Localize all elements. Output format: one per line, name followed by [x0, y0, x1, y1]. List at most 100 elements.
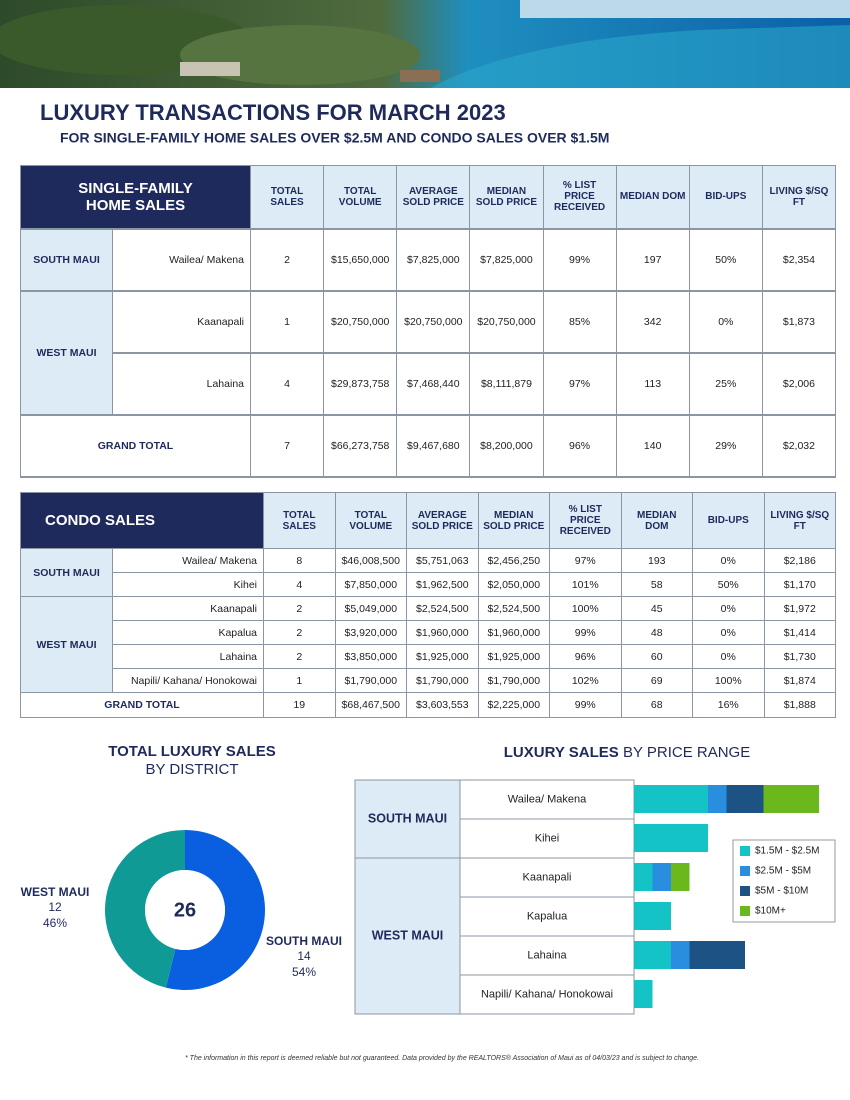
header-row: CONDO SALES TOTAL SALES TOTAL VOLUME AVERAG…: [19, 492, 837, 549]
column-header: LIVING $/SQ FT: [763, 492, 837, 549]
table-title: SINGLE-FAMILY HOME SALES: [20, 165, 251, 229]
data-cell: 50%: [688, 227, 763, 292]
area-label: Napili/ Kahana/ Honokowai: [481, 988, 613, 1000]
data-cell: $20,750,000: [396, 289, 471, 354]
data-cell: 97%: [542, 351, 617, 416]
page-title: LUXURY TRANSACTIONS FOR MARCH 2023: [40, 100, 506, 125]
total-label: GRAND TOTAL: [19, 692, 265, 718]
data-cell: 0%: [688, 289, 763, 354]
region-cell: SOUTH MAUI: [20, 548, 113, 597]
bar-segment: [689, 941, 745, 969]
data-row: Kapalua 2 $3,920,000 $1,960,000 $1,960,000 99…: [21, 620, 837, 645]
bar-title: LUXURY SALES BY PRICE RANGE: [504, 744, 750, 761]
data-cell: $1,925,000: [477, 644, 551, 669]
column-header: AVERAGE SOLD PRICE: [396, 165, 471, 229]
data-cell: 100%: [692, 668, 765, 693]
data-cell: 45: [620, 596, 694, 621]
data-cell: $7,825,000: [396, 227, 471, 292]
column-header: MEDIAN SOLD PRICE: [469, 165, 544, 229]
area-cell: Wailea/ Makena: [111, 548, 265, 573]
district-percent: 46%: [43, 916, 67, 930]
legend-label: $2.5M - $5M: [755, 866, 811, 877]
data-cell: 99%: [542, 227, 617, 292]
region-cell: SOUTH MAUI: [20, 227, 113, 292]
district-percent: 54%: [292, 965, 316, 979]
data-cell: $8,111,879: [469, 351, 544, 416]
data-cell: 101%: [549, 572, 622, 597]
column-header: AVERAGE SOLD PRICE: [406, 492, 479, 549]
data-cell: 0%: [692, 548, 765, 573]
legend-label: $1.5M - $2.5M: [755, 846, 819, 857]
area-cell: Lahaina: [111, 644, 265, 669]
data-cell: $7,468,440: [396, 351, 471, 416]
bar-segment: [634, 980, 653, 1008]
data-table: SINGLE-FAMILY HOME SALES TOTAL SALES TOTAL…: [20, 165, 837, 478]
data-cell: 60: [620, 644, 694, 669]
data-table: CONDO SALES TOTAL SALES TOTAL VOLUME AVERAG…: [19, 492, 837, 718]
total-cell: $68,467,500: [334, 692, 408, 718]
district-count: 14: [297, 949, 311, 963]
column-header: % LIST PRICE RECEIVED: [549, 492, 622, 549]
data-cell: $20,750,000: [469, 289, 544, 354]
data-row: SOUTH MAUI Wailea/ Makena 2 $15,650,000 $7,8…: [20, 227, 837, 292]
legend-label: $10M+: [755, 906, 786, 917]
column-header: MEDIAN DOM: [615, 165, 690, 229]
data-cell: $1,790,000: [477, 668, 551, 693]
column-header: BID-UPS: [688, 165, 763, 229]
area-label: Kihei: [535, 832, 559, 844]
data-cell: 96%: [549, 644, 622, 669]
data-row: WEST MAUI Kaanapali 2 $5,049,000 $2,524,500 $…: [20, 596, 837, 693]
data-cell: $2,524,500: [477, 596, 551, 621]
region-label: WEST MAUI: [372, 928, 444, 942]
area-label: Wailea/ Makena: [508, 793, 587, 805]
data-cell: 113: [615, 351, 690, 416]
area-cell: Kapalua: [111, 620, 265, 645]
total-cell: $3,603,553: [406, 692, 479, 718]
donut-segment: [165, 830, 265, 990]
area-label: Kapalua: [527, 910, 568, 922]
data-cell: 2: [249, 227, 325, 292]
data-cell: $20,750,000: [323, 289, 398, 354]
total-cell: 7: [249, 413, 325, 478]
donut-subtitle: BY DISTRICT: [145, 761, 238, 778]
bar-segment: [763, 785, 819, 813]
data-cell: $2,524,500: [406, 596, 479, 621]
data-cell: $1,170: [763, 572, 837, 597]
bar-title-rest: BY PRICE RANGE: [623, 744, 750, 761]
total-cell: 19: [263, 692, 336, 718]
data-cell: 193: [620, 548, 694, 573]
page-subtitle: FOR SINGLE-FAMILY HOME SALES OVER $2.5M …: [60, 130, 609, 146]
data-cell: $2,456,250: [477, 548, 551, 573]
region-cell: WEST MAUI: [20, 596, 113, 693]
data-cell: $2,050,000: [477, 572, 551, 597]
data-row: Napili/ Kahana/ Honokowai 1 $1,790,000 $1,7…: [21, 668, 837, 693]
region-cell: WEST MAUI: [20, 289, 113, 416]
data-cell: 1: [263, 668, 336, 693]
district-name: WEST MAUI: [21, 885, 90, 899]
data-cell: 48: [620, 620, 694, 645]
total-label: GRAND TOTAL: [20, 413, 251, 478]
legend-swatch: [740, 866, 750, 876]
data-cell: 2: [263, 644, 336, 669]
data-cell: $3,850,000: [334, 644, 408, 669]
region-label: SOUTH MAUI: [368, 811, 447, 825]
data-cell: $1,414: [763, 620, 837, 645]
area-label: Lahaina: [527, 949, 567, 961]
data-cell: 97%: [549, 548, 622, 573]
column-header: LIVING $/SQ FT: [761, 165, 837, 229]
legend-swatch: [740, 886, 750, 896]
area-cell: [459, 974, 635, 1015]
header-photo: [0, 0, 850, 88]
legend-label: $5M - $10M: [755, 886, 808, 897]
data-cell: 342: [615, 289, 690, 354]
total-cell: 140: [615, 413, 690, 478]
data-cell: $1,962,500: [406, 572, 479, 597]
bar-segment: [708, 785, 727, 813]
area-cell: [459, 818, 635, 859]
column-header: TOTAL SALES: [249, 165, 325, 229]
donut-hole: [145, 870, 225, 950]
data-cell: $2,186: [763, 548, 837, 573]
column-header: TOTAL VOLUME: [323, 165, 398, 229]
